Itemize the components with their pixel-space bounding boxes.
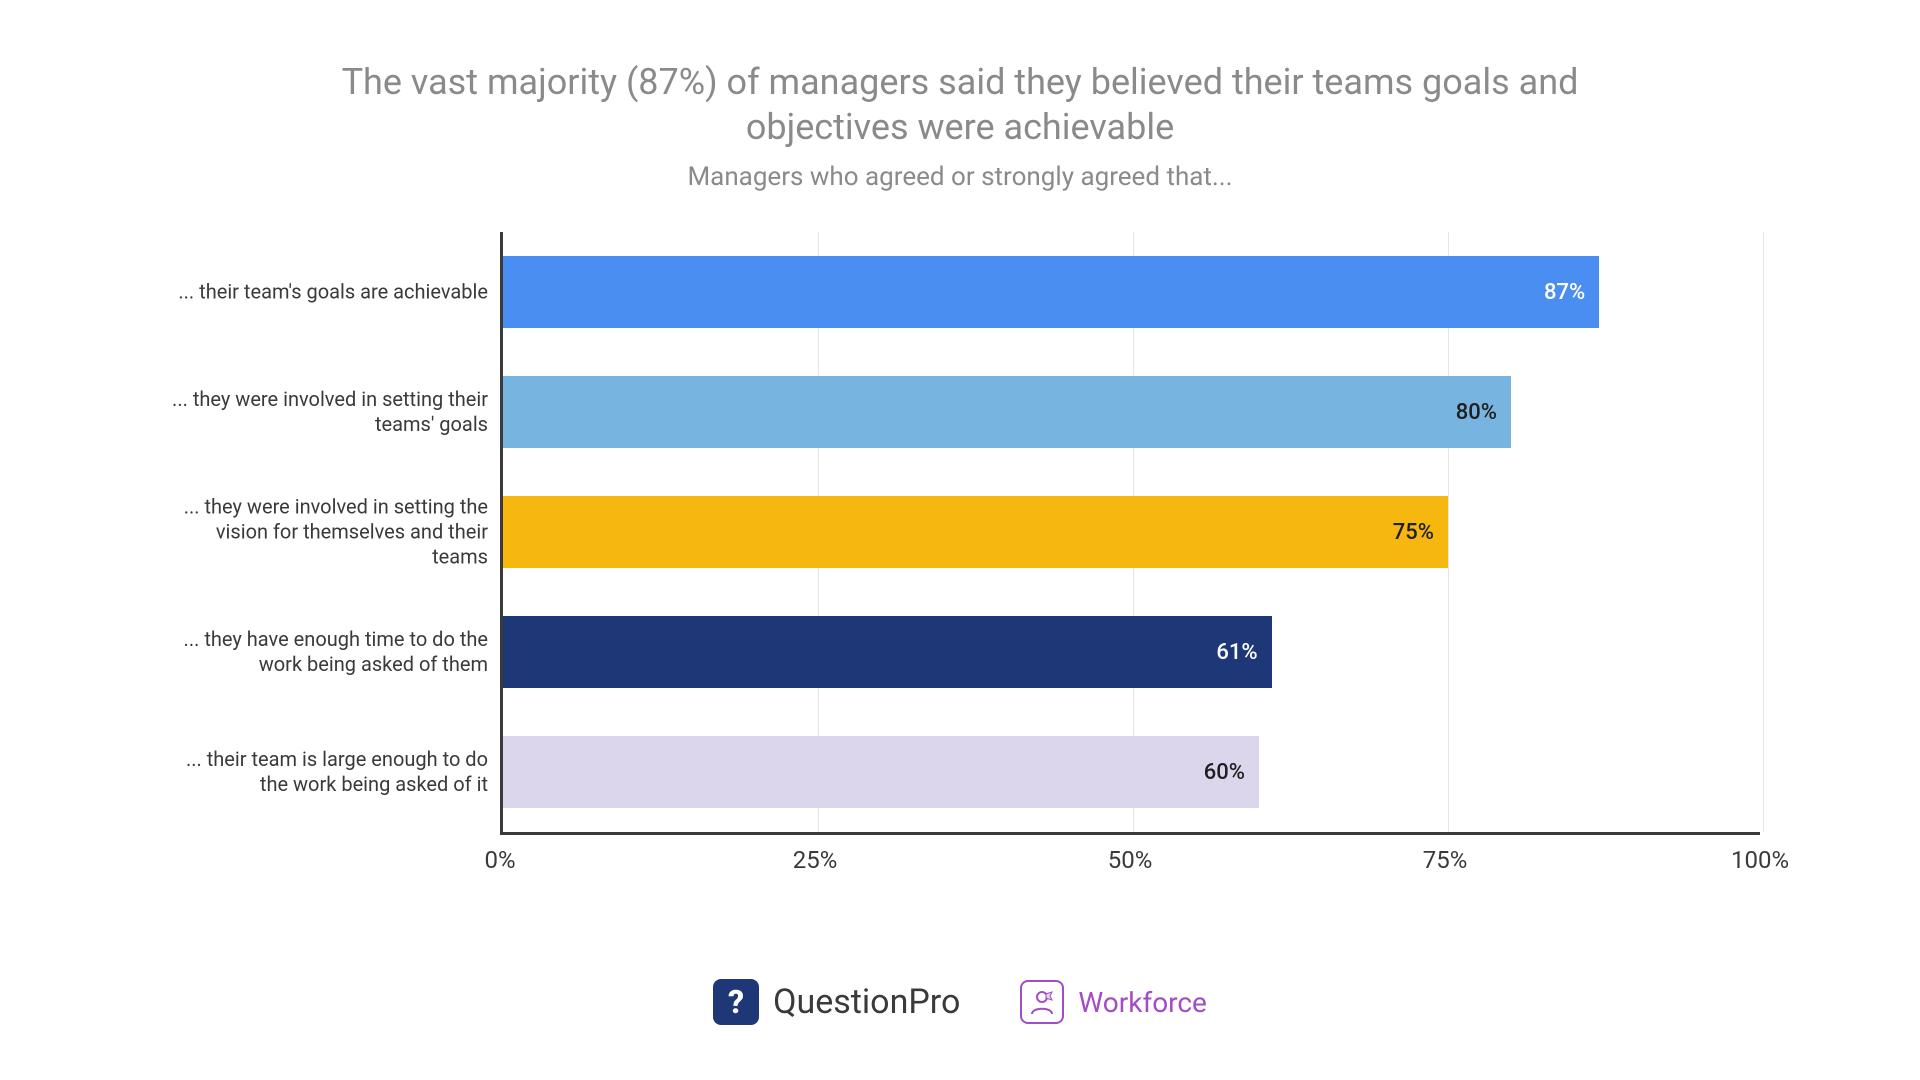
bar: 75% bbox=[503, 496, 1448, 568]
x-tick-label: 75% bbox=[1423, 846, 1468, 874]
x-tick-label: 100% bbox=[1731, 846, 1789, 874]
bar-label: ... they have enough time to do the work… bbox=[168, 627, 488, 677]
workforce-label: Workforce bbox=[1078, 986, 1207, 1019]
workforce-logo: Workforce bbox=[1020, 980, 1207, 1024]
bar-label: ... their team's goals are achievable bbox=[168, 280, 488, 305]
questionpro-label: QuestionPro bbox=[773, 982, 960, 1022]
footer-logos: ? QuestionPro Workforce bbox=[0, 979, 1920, 1025]
chart-subtitle: Managers who agreed or strongly agreed t… bbox=[260, 162, 1660, 192]
gridline bbox=[1763, 232, 1764, 832]
bar-label: ... they were involved in setting their … bbox=[168, 387, 488, 437]
y-axis-labels: ... their team's goals are achievable...… bbox=[160, 232, 500, 832]
plot-area: 87% 80% 75% 61% 60% bbox=[500, 232, 1760, 835]
x-tick-label: 50% bbox=[1108, 846, 1153, 874]
bar: 80% bbox=[503, 376, 1511, 448]
x-axis-labels: 0%25%50%75%100% bbox=[500, 840, 1760, 880]
questionpro-logo: ? QuestionPro bbox=[713, 979, 960, 1025]
bar-value: 61% bbox=[1216, 640, 1257, 665]
bar-value: 80% bbox=[1456, 400, 1497, 425]
x-tick-label: 25% bbox=[793, 846, 838, 874]
bar-value: 75% bbox=[1393, 520, 1434, 545]
bar: 61% bbox=[503, 616, 1272, 688]
chart-title: The vast majority (87%) of managers said… bbox=[260, 60, 1660, 150]
chart: ... their team's goals are achievable...… bbox=[160, 232, 1760, 892]
bar: 60% bbox=[503, 736, 1259, 808]
bar-label: ... they were involved in setting the vi… bbox=[168, 495, 488, 570]
bar-value: 87% bbox=[1544, 280, 1585, 305]
questionpro-badge-icon: ? bbox=[713, 979, 759, 1025]
title-block: The vast majority (87%) of managers said… bbox=[260, 60, 1660, 192]
page: The vast majority (87%) of managers said… bbox=[0, 0, 1920, 1080]
bar: 87% bbox=[503, 256, 1599, 328]
bar-value: 60% bbox=[1204, 760, 1245, 785]
workforce-badge-icon bbox=[1020, 980, 1064, 1024]
bar-label: ... their team is large enough to do the… bbox=[168, 747, 488, 797]
x-tick-label: 0% bbox=[484, 846, 515, 874]
